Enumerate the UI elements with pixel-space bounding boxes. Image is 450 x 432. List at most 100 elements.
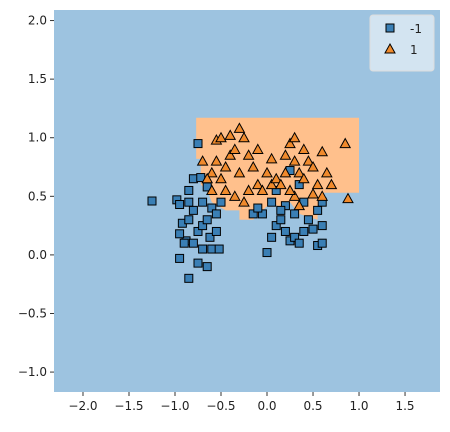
point xyxy=(238,131,250,143)
point xyxy=(219,184,232,195)
point xyxy=(251,143,264,154)
point xyxy=(251,178,264,190)
point xyxy=(279,149,292,160)
point xyxy=(294,180,304,190)
point xyxy=(317,238,327,248)
point xyxy=(248,209,258,219)
point xyxy=(316,190,329,201)
point xyxy=(198,221,208,231)
point xyxy=(290,232,300,242)
y-tick-label: −1.0 xyxy=(18,365,47,379)
point xyxy=(202,262,212,272)
point xyxy=(175,200,185,210)
point xyxy=(211,226,221,236)
point xyxy=(307,187,319,199)
point xyxy=(320,166,333,178)
point xyxy=(184,185,194,195)
point xyxy=(196,155,209,166)
x-tick-label: 0.0 xyxy=(257,399,276,413)
point xyxy=(247,160,260,172)
point xyxy=(184,197,194,207)
point xyxy=(207,244,217,254)
point xyxy=(265,152,278,164)
point xyxy=(271,221,281,231)
x-tick-label: −1.5 xyxy=(114,399,143,413)
point xyxy=(184,273,194,283)
point xyxy=(216,197,226,207)
point xyxy=(175,229,185,239)
point xyxy=(325,178,338,190)
point xyxy=(339,137,352,149)
point xyxy=(233,166,246,178)
point xyxy=(205,232,215,242)
legend-box xyxy=(369,14,435,72)
y-tick-label: 0.0 xyxy=(28,248,47,262)
point xyxy=(293,166,306,178)
point xyxy=(188,174,198,184)
point xyxy=(214,244,224,254)
point xyxy=(342,192,354,204)
point xyxy=(262,248,272,258)
point xyxy=(256,184,269,195)
point xyxy=(198,197,208,207)
point xyxy=(302,155,315,166)
point xyxy=(228,143,241,154)
x-tick-label: 1.5 xyxy=(395,399,414,413)
legend-label: -1 xyxy=(410,22,422,36)
point xyxy=(267,232,277,242)
point xyxy=(211,209,221,219)
point xyxy=(284,137,296,149)
point xyxy=(297,143,310,154)
point xyxy=(270,172,283,184)
point xyxy=(147,196,157,206)
point xyxy=(265,178,278,190)
point xyxy=(288,155,301,166)
point xyxy=(297,172,310,184)
point xyxy=(184,215,194,225)
point xyxy=(303,215,313,225)
point xyxy=(207,203,217,213)
y-tick-label: 0.5 xyxy=(28,189,47,203)
point xyxy=(179,238,189,248)
legend-label: 1 xyxy=(410,43,418,57)
point xyxy=(280,201,290,211)
point xyxy=(205,166,218,178)
legend-marker xyxy=(384,42,396,54)
point xyxy=(201,172,214,184)
x-tick-label: −0.5 xyxy=(206,399,235,413)
point xyxy=(288,190,301,201)
x-tick-label: 1.0 xyxy=(349,399,368,413)
point xyxy=(253,203,263,213)
point xyxy=(271,185,281,195)
point xyxy=(224,129,237,140)
legend-marker xyxy=(385,23,395,33)
point xyxy=(288,131,301,143)
point xyxy=(188,238,198,248)
point xyxy=(219,160,232,172)
point xyxy=(228,190,241,201)
point xyxy=(205,184,218,195)
point xyxy=(274,178,287,190)
point xyxy=(215,172,227,184)
point xyxy=(210,155,223,166)
point xyxy=(238,196,250,207)
point xyxy=(317,221,327,231)
point xyxy=(293,199,306,211)
point xyxy=(313,205,323,215)
point xyxy=(308,224,318,234)
point xyxy=(299,226,309,236)
point xyxy=(294,238,304,248)
legend: -1 1 xyxy=(369,14,435,72)
point xyxy=(242,184,255,195)
point xyxy=(284,184,296,195)
y-tick-label: −0.5 xyxy=(18,306,47,320)
point xyxy=(290,209,300,219)
point xyxy=(267,197,277,207)
x-tick-label: −2.0 xyxy=(68,399,97,413)
x-tick-label: −1.0 xyxy=(160,399,189,413)
x-tick-label: 0.5 xyxy=(303,399,322,413)
point xyxy=(311,178,324,190)
point xyxy=(261,166,273,178)
point xyxy=(202,215,212,225)
